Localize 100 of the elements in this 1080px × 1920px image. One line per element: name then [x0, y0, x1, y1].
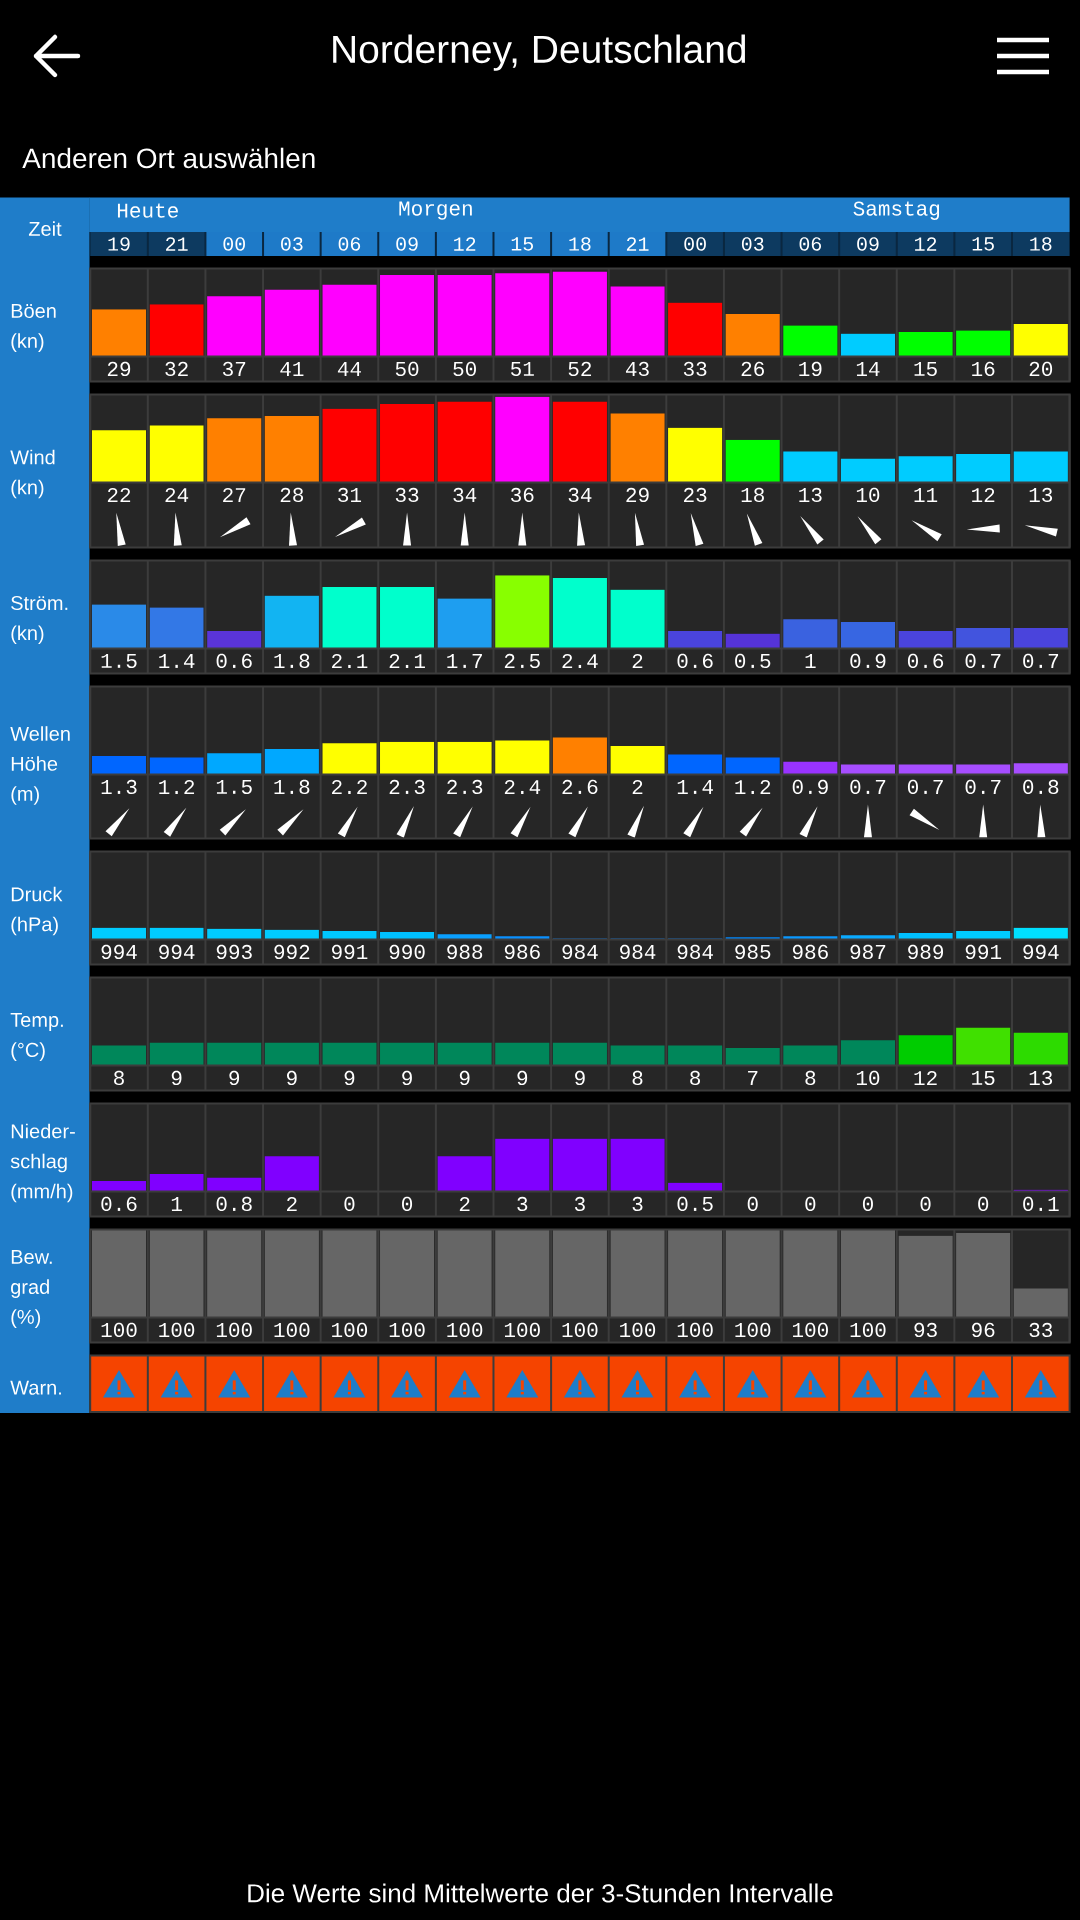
x-tick-label: 21 [166, 237, 188, 251]
data-label: 0.6 [907, 653, 944, 669]
data-label: 34 [568, 487, 592, 503]
y-axis-title: Nieder-schlag (mm/h) [10, 1123, 75, 1203]
data-label: 994 [101, 944, 137, 960]
data-label: 2.1 [389, 653, 425, 669]
data-label: 984 [677, 944, 713, 960]
data-label: 9 [402, 1070, 412, 1086]
data-label: 1.4 [677, 780, 713, 794]
data-label: 100 [447, 1322, 483, 1338]
data-label: 986 [792, 944, 828, 960]
data-label: 33 [1029, 1322, 1053, 1338]
data-label: 0.5 [677, 1196, 713, 1212]
data-label: 0 [862, 1196, 873, 1212]
data-label: 0.6 [216, 653, 252, 669]
x-tick-label: 09 [396, 237, 418, 251]
data-label: 14 [856, 362, 880, 376]
data-label: 985 [735, 944, 771, 960]
data-label: 1.4 [159, 654, 195, 668]
data-label: 989 [908, 944, 944, 960]
data-label: 9 [286, 1070, 297, 1086]
data-label: 2 [632, 653, 643, 669]
data-label: 2.1 [332, 653, 368, 669]
data-label: 993 [216, 944, 252, 960]
data-label: 20 [1029, 361, 1053, 377]
data-label: 984 [562, 944, 598, 960]
data-label: 3 [632, 1196, 643, 1212]
data-label: 0.1 [1023, 1196, 1059, 1212]
data-label: 9 [459, 1070, 470, 1086]
x-tick-label: 15 [511, 237, 534, 251]
data-label: 0 [747, 1196, 758, 1212]
data-label: 0.5 [735, 653, 771, 669]
text: Morgen [399, 201, 472, 220]
data-label: 2.3 [389, 779, 425, 795]
data-label: 96 [972, 1322, 995, 1338]
data-label: 991 [965, 944, 1002, 960]
data-label: 100 [101, 1322, 137, 1338]
data-label: 33 [395, 487, 419, 503]
data-label: 44 [337, 362, 361, 376]
data-label: 100 [332, 1322, 368, 1338]
data-label: 0.8 [216, 1196, 252, 1212]
data-label: 0 [805, 1196, 816, 1212]
data-label: 1.2 [159, 779, 195, 795]
data-label: 10 [856, 1070, 880, 1086]
x-tick-label: 18 [1030, 237, 1052, 251]
data-label: 1.7 [447, 654, 482, 668]
x-tick-label: 09 [857, 237, 879, 251]
data-label: 0.7 [965, 779, 1001, 795]
data-label: 50 [453, 361, 476, 377]
data-label: 13 [1029, 1070, 1053, 1086]
data-label: 2 [287, 1196, 297, 1212]
data-label: 1.2 [735, 779, 771, 795]
data-label: 19 [799, 361, 822, 377]
data-label: 2.4 [504, 779, 541, 795]
x-tick-label: 00 [684, 237, 706, 251]
data-label: 9 [517, 1070, 528, 1086]
x-axis-title: Zeit [28, 221, 62, 236]
data-label: 9 [575, 1070, 585, 1086]
data-label: 11 [914, 488, 938, 502]
data-label: 994 [1023, 944, 1059, 960]
data-label: 34 [453, 487, 477, 503]
data-label: 984 [620, 944, 656, 960]
x-tick-label: 00 [223, 237, 245, 251]
y-axis-title: Wind (kn) [10, 449, 55, 499]
data-label: 3 [574, 1196, 585, 1212]
data-label: 1.5 [216, 779, 252, 795]
data-label: 100 [562, 1322, 598, 1338]
x-tick-label: 19 [108, 237, 130, 251]
data-label: 0.7 [850, 779, 886, 795]
data-label: 100 [850, 1322, 886, 1338]
data-label: 2 [632, 779, 643, 795]
data-label: 1 [805, 654, 816, 668]
x-tick-label: 03 [741, 237, 764, 251]
text: Heute [117, 203, 178, 218]
data-label: 2.5 [504, 653, 540, 669]
data-label: 33 [683, 361, 707, 377]
data-label: 0.9 [792, 779, 828, 795]
data-label: 100 [677, 1322, 713, 1338]
data-label: 13 [1029, 487, 1053, 503]
data-label: 32 [165, 361, 188, 377]
data-label: 41 [280, 362, 304, 376]
data-label: 15 [914, 361, 937, 376]
data-label: 1.3 [101, 779, 137, 795]
y-axis-title: Temp. (°C) [10, 1013, 63, 1061]
data-label: 9 [171, 1070, 182, 1086]
data-label: 51 [511, 361, 534, 376]
data-label: 0 [920, 1196, 931, 1212]
x-tick-label: 03 [281, 237, 303, 251]
x-tick-label: 12 [915, 237, 937, 251]
data-label: 990 [389, 944, 425, 960]
data-label: 8 [805, 1070, 816, 1086]
data-label: 27 [223, 487, 246, 503]
data-label: 0.7 [965, 653, 1001, 669]
data-label: 0 [344, 1196, 355, 1212]
data-label: 994 [159, 944, 195, 960]
data-label: 2.3 [447, 779, 483, 795]
data-label: 29 [626, 487, 649, 503]
data-label: 0 [978, 1196, 989, 1212]
data-label: 13 [799, 487, 822, 503]
data-label: 9 [344, 1070, 355, 1086]
